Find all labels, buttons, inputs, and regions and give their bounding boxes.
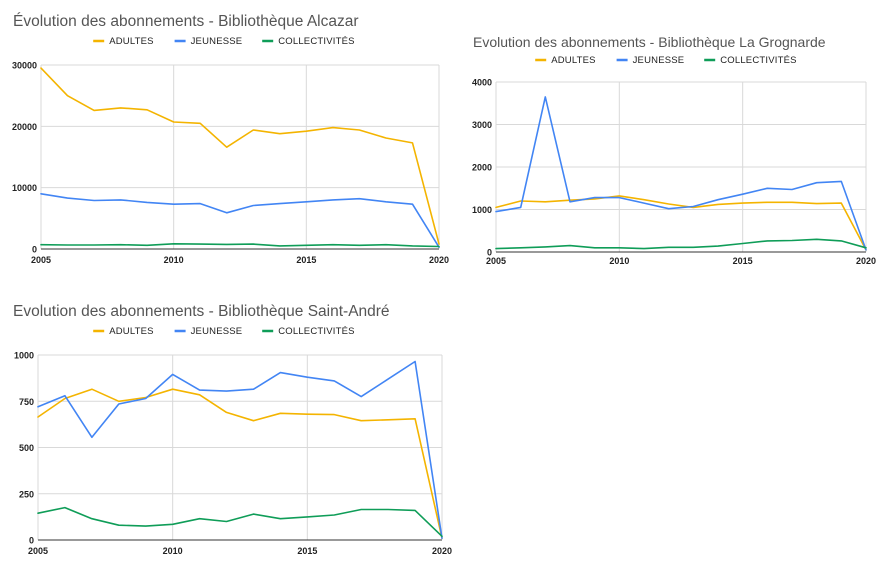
series-line-collectivites[interactable] bbox=[37, 506, 443, 538]
x-tick-label: 2010 bbox=[163, 546, 183, 556]
series-line-jeunesse[interactable] bbox=[495, 96, 867, 251]
y-tick-label: 750 bbox=[19, 397, 34, 407]
x-tick-label: 2005 bbox=[486, 256, 506, 266]
y-tick-label: 30000 bbox=[12, 61, 37, 71]
chart-title: Evolution des abonnements - Bibliothèque… bbox=[13, 303, 390, 320]
x-tick-label: 2015 bbox=[296, 255, 316, 265]
x-tick-label: 2015 bbox=[733, 256, 753, 266]
chart-alcazar: Évolution des abonnements - Bibliothèque… bbox=[0, 0, 450, 272]
x-tick-label: 2010 bbox=[164, 255, 184, 265]
legend-item-jeunesse[interactable]: JEUNESSE bbox=[616, 55, 685, 66]
legend-item-collectivites[interactable]: COLLECTIVITÉS bbox=[262, 36, 355, 47]
chart-legend[interactable]: ADULTES JEUNESSE COLLECTIVITÉS bbox=[535, 55, 797, 66]
legend-item-jeunesse[interactable]: JEUNESSE bbox=[174, 326, 243, 337]
x-tick-label: 2020 bbox=[856, 256, 876, 266]
chart-saint-andre: Evolution des abonnements - Bibliothèque… bbox=[0, 298, 456, 570]
y-tick-label: 1000 bbox=[14, 351, 34, 361]
y-tick-label: 250 bbox=[19, 489, 34, 499]
legend-item-adultes[interactable]: ADULTES bbox=[93, 326, 154, 337]
y-tick-label: 10000 bbox=[12, 183, 37, 193]
x-tick-label: 2010 bbox=[609, 256, 629, 266]
legend-label-adultes: ADULTES bbox=[551, 55, 596, 66]
y-tick-label: 2000 bbox=[472, 163, 492, 173]
series-line-jeunesse[interactable] bbox=[37, 360, 443, 539]
legend-item-adultes[interactable]: ADULTES bbox=[535, 55, 596, 66]
chart-svg-standre: Evolution des abonnements - Bibliothèque… bbox=[13, 303, 452, 556]
series-line-adultes[interactable] bbox=[40, 67, 440, 245]
legend-label-collectivites: COLLECTIVITÉS bbox=[278, 326, 355, 337]
chart-svg-alcazar: Évolution des abonnements - Bibliothèque… bbox=[12, 13, 449, 265]
chart-svg-grognarde: Evolution des abonnements - Bibliothèque… bbox=[472, 34, 876, 266]
legend-item-adultes[interactable]: ADULTES bbox=[93, 36, 154, 47]
y-tick-label: 4000 bbox=[472, 78, 492, 88]
legend-label-jeunesse: JEUNESSE bbox=[191, 36, 243, 47]
series-line-adultes[interactable] bbox=[495, 195, 867, 251]
chart-legend[interactable]: ADULTES JEUNESSE COLLECTIVITÉS bbox=[93, 326, 355, 337]
y-tick-label: 0 bbox=[29, 536, 34, 546]
series-line-adultes[interactable] bbox=[37, 388, 443, 539]
chart-title: Évolution des abonnements - Bibliothèque… bbox=[13, 13, 359, 30]
legend-label-adultes: ADULTES bbox=[109, 326, 154, 337]
y-tick-label: 3000 bbox=[472, 120, 492, 130]
y-tick-label: 0 bbox=[487, 248, 492, 258]
legend-label-jeunesse: JEUNESSE bbox=[633, 55, 685, 66]
x-tick-label: 2005 bbox=[31, 255, 51, 265]
y-tick-label: 0 bbox=[32, 245, 37, 255]
series-line-collectivites[interactable] bbox=[40, 243, 440, 248]
legend-label-collectivites: COLLECTIVITÉS bbox=[278, 36, 355, 47]
legend-item-jeunesse[interactable]: JEUNESSE bbox=[174, 36, 243, 47]
series-line-jeunesse[interactable] bbox=[40, 193, 440, 248]
chart-title: Evolution des abonnements - Bibliothèque… bbox=[473, 34, 826, 50]
legend-label-adultes: ADULTES bbox=[109, 36, 154, 47]
x-tick-label: 2005 bbox=[28, 546, 48, 556]
x-tick-label: 2020 bbox=[432, 546, 452, 556]
grid bbox=[40, 64, 440, 249]
legend-label-collectivites: COLLECTIVITÉS bbox=[720, 55, 797, 66]
chart-legend[interactable]: ADULTES JEUNESSE COLLECTIVITÉS bbox=[93, 36, 355, 47]
grid bbox=[495, 81, 867, 252]
x-tick-label: 2015 bbox=[297, 546, 317, 556]
x-tick-label: 2020 bbox=[429, 255, 449, 265]
legend-item-collectivites[interactable]: COLLECTIVITÉS bbox=[262, 326, 355, 337]
y-tick-label: 500 bbox=[19, 443, 34, 453]
legend-label-jeunesse: JEUNESSE bbox=[191, 326, 243, 337]
y-tick-label: 1000 bbox=[472, 205, 492, 215]
grid bbox=[37, 354, 443, 540]
y-tick-label: 20000 bbox=[12, 122, 37, 132]
chart-grognarde: Evolution des abonnements - Bibliothèque… bbox=[460, 28, 879, 274]
legend-item-collectivites[interactable]: COLLECTIVITÉS bbox=[704, 55, 797, 66]
series-line-collectivites[interactable] bbox=[495, 238, 867, 250]
